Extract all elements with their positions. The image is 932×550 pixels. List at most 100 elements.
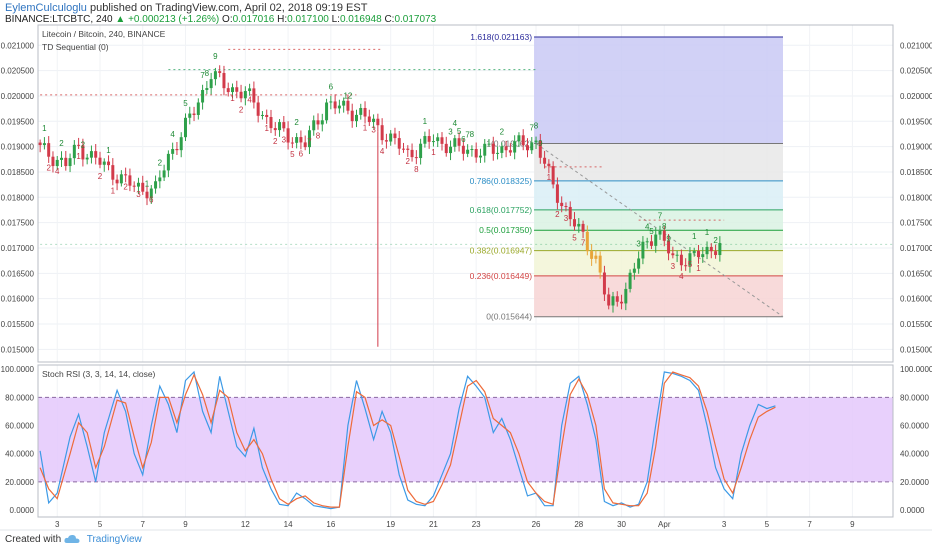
- fib-level-label: 0.382(0.016947): [470, 246, 533, 256]
- td-sequential-label: 5: [290, 150, 295, 159]
- x-tick-label: 3: [722, 520, 727, 529]
- candle-body: [457, 138, 461, 146]
- price-tick-label: 0.015000: [900, 345, 932, 354]
- candle-body: [179, 137, 183, 151]
- candle-body: [201, 89, 205, 103]
- candle-body: [406, 148, 410, 150]
- price-tick-label-left: 0.016500: [1, 269, 35, 278]
- ohlc-line: BINANCE:LTCBTC, 240 ▲ +0.000213 (+1.26%)…: [5, 14, 436, 25]
- td-sequential-label: 3: [282, 135, 287, 144]
- td-sequential-label: 4: [453, 119, 458, 128]
- publish-info: EylemCulculoglu published on TradingView…: [5, 2, 367, 14]
- candle-body: [273, 128, 277, 131]
- candle-body: [615, 296, 619, 302]
- candle-body: [312, 120, 316, 131]
- candle-body: [402, 148, 406, 150]
- candle-body: [337, 105, 341, 109]
- candle-body: [384, 140, 388, 142]
- candle-body: [440, 137, 444, 144]
- candle-body: [491, 143, 495, 154]
- footer: Created with TradingView: [5, 534, 142, 545]
- td-sequential-label: 1: [696, 264, 701, 273]
- stoch-pane-border: [37, 364, 894, 518]
- td-sequential-label: 7: [200, 71, 205, 80]
- stoch-tick-label-left: 80.0000: [5, 393, 34, 402]
- price-tick-label: 0.015500: [900, 320, 932, 329]
- td-sequential-label: 3: [448, 128, 453, 137]
- candle-body: [393, 133, 397, 139]
- candle-body: [688, 253, 692, 266]
- price-tick-label: 0.021000: [900, 41, 932, 50]
- price-tick-label-left: 0.021000: [1, 41, 35, 50]
- candle-body: [290, 142, 294, 144]
- fib-zone: [534, 275, 783, 317]
- td-sequential-label: 2: [123, 182, 128, 191]
- candle-body: [692, 250, 696, 254]
- candle-body: [149, 188, 153, 199]
- td-sequential-label: 1: [431, 148, 436, 157]
- candle-body: [171, 148, 175, 154]
- candle-body: [119, 174, 123, 184]
- x-tick-label: 19: [386, 520, 395, 529]
- candle-body: [282, 122, 286, 129]
- low-label: L:: [331, 14, 340, 25]
- stoch-tick-label-left: 100.0000: [1, 365, 35, 374]
- td-sequential-label: 6: [149, 196, 154, 205]
- candle-body: [115, 179, 119, 184]
- fib-level-label: 0(0.015644): [486, 312, 532, 322]
- candle-body: [218, 71, 222, 73]
- candle-body: [525, 145, 529, 151]
- candle-body: [81, 145, 85, 160]
- price-tick-label: 0.019500: [900, 117, 932, 126]
- candle-body: [265, 114, 269, 118]
- candle-body: [346, 100, 350, 111]
- td-sequential-label: 4: [247, 95, 252, 104]
- candle-body: [209, 79, 213, 89]
- candle-body: [94, 151, 98, 158]
- td-sequential-label: 5: [649, 227, 654, 236]
- price-tick-label-left: 0.015000: [1, 345, 35, 354]
- tradingview-brand[interactable]: TradingView: [86, 534, 142, 545]
- price-pane: 0.021000 0.021000 0.020500 0.020500 0.020000…: [1, 25, 932, 362]
- candle-body: [98, 157, 102, 165]
- candle-body: [474, 149, 478, 158]
- candle-body: [77, 144, 81, 146]
- stoch-title: Stoch RSI (3, 3, 14, 14, close): [42, 369, 156, 379]
- price-tick-label: 0.017500: [900, 219, 932, 228]
- x-tick-label: 5: [765, 520, 770, 529]
- candle-body: [47, 143, 51, 157]
- td-sequential-label: 3: [671, 262, 676, 271]
- fib-zone: [534, 37, 783, 144]
- candle-body: [431, 141, 435, 143]
- candle-body: [718, 243, 722, 256]
- candle-body: [158, 177, 162, 182]
- candle-body: [496, 152, 500, 154]
- candle-body: [68, 158, 72, 167]
- candle-body: [684, 265, 688, 267]
- tradingview-cloud-icon: [64, 534, 80, 543]
- candle-body: [269, 117, 273, 129]
- td-sequential-label: 1: [264, 124, 269, 133]
- candle-body: [350, 110, 354, 122]
- candle-body: [645, 241, 649, 243]
- price-tick-label-left: 0.018500: [1, 168, 35, 177]
- td-sequential-label: 4: [679, 272, 684, 281]
- td-sequential-label: 5: [572, 233, 577, 242]
- stoch-tick-label: 60.0000: [900, 422, 929, 431]
- candle-body: [500, 146, 504, 153]
- candle-body: [577, 223, 581, 227]
- candle-body: [530, 142, 534, 151]
- td-sequential-label: 8: [414, 165, 419, 174]
- candle-body: [278, 122, 282, 131]
- stoch-tick-label-left: 60.0000: [5, 422, 34, 431]
- author-link[interactable]: EylemCulculoglu: [5, 2, 87, 14]
- td-sequential-label: 7: [307, 137, 312, 146]
- fib-level-label: 0.618(0.017752): [470, 205, 533, 215]
- td-sequential-label: 1: [363, 124, 368, 133]
- fib-zone: [534, 209, 783, 231]
- fib-zone: [534, 250, 783, 276]
- candle-body: [325, 102, 329, 121]
- high-value: 0.017100: [287, 14, 329, 25]
- candle-body: [624, 288, 628, 304]
